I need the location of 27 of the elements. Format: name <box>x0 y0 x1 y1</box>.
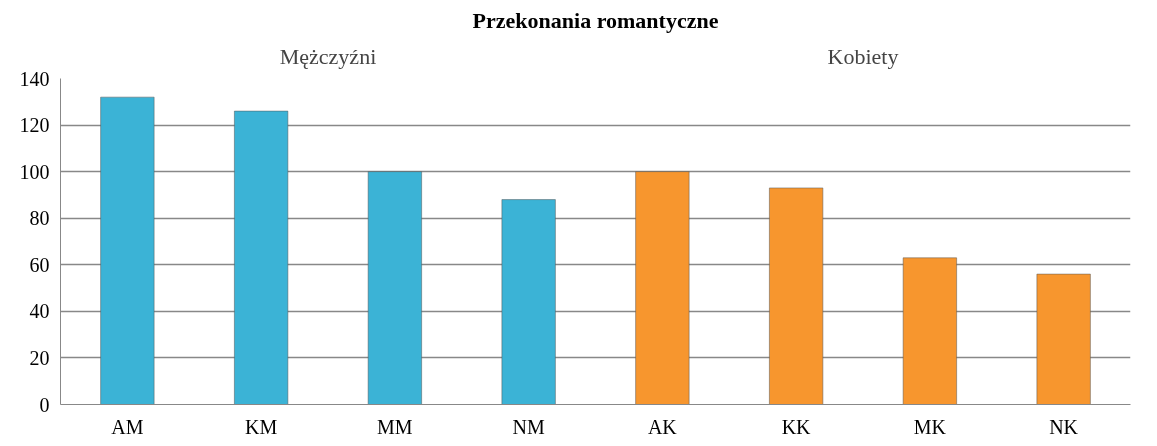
bar <box>769 187 824 405</box>
x-tick-label: NK <box>1049 415 1079 438</box>
y-tick-label: 40 <box>29 300 50 323</box>
x-tick-label: NM <box>512 415 545 438</box>
x-tick-label: AK <box>647 415 678 438</box>
bar <box>100 96 155 405</box>
bar <box>902 257 957 405</box>
y-tick-label: 60 <box>29 253 50 276</box>
bar <box>635 171 690 405</box>
y-tick-label: 100 <box>19 160 50 183</box>
x-tick-label: MK <box>913 415 947 438</box>
x-tick-label: MM <box>377 415 413 438</box>
y-tick-label: 80 <box>29 207 50 230</box>
bar <box>501 199 556 405</box>
x-tick-label: KM <box>245 415 278 438</box>
bar <box>1036 273 1091 405</box>
x-tick-label: KK <box>781 415 812 438</box>
y-tick-label: 140 <box>19 67 50 90</box>
x-tick-label: AM <box>111 415 144 438</box>
bar <box>234 110 289 405</box>
y-tick-label: 0 <box>39 393 50 416</box>
text: Kobiety <box>827 43 899 69</box>
chart-title: Przekonania romantyczne <box>472 7 719 33</box>
y-tick-label: 120 <box>19 114 50 137</box>
bar <box>367 171 422 405</box>
text: Mężczyźni <box>279 43 377 69</box>
y-tick-label: 20 <box>29 346 50 369</box>
